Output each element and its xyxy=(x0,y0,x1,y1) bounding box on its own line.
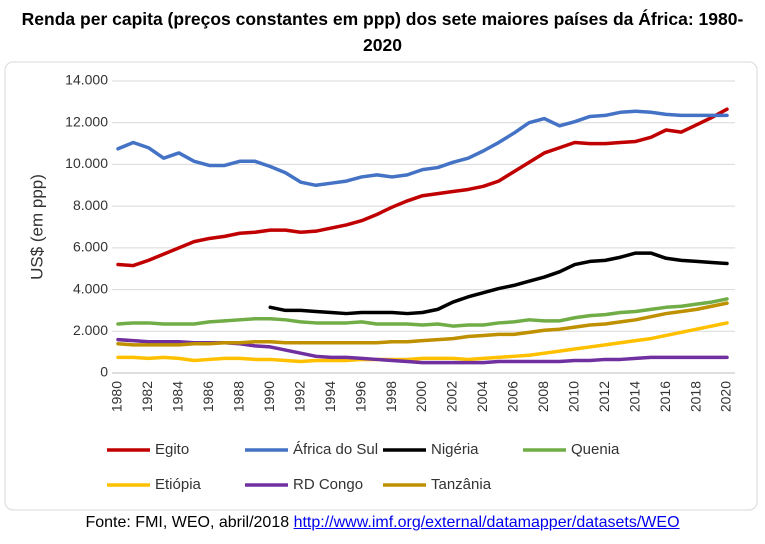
source: Fonte: FMI, WEO, abril/2018 http://www.i… xyxy=(0,514,765,532)
y-tick-label: 2.000 xyxy=(73,322,108,338)
legend-label: Quenia xyxy=(571,441,620,458)
series-line xyxy=(116,109,729,188)
x-tick-label: 2018 xyxy=(687,381,703,412)
legend-label: RD Congo xyxy=(293,476,363,493)
x-tick-label: 1982 xyxy=(139,381,155,412)
legend-label: Egito xyxy=(155,441,189,458)
y-tick-label: 6.000 xyxy=(73,239,108,255)
x-tick-label: 2004 xyxy=(474,381,490,412)
x-tick-label: 2002 xyxy=(444,381,460,412)
chart-frame xyxy=(4,61,758,511)
series-line xyxy=(116,297,729,328)
series-line xyxy=(116,301,729,347)
x-tick-label: 2016 xyxy=(657,381,673,412)
y-tick-label: 14.000 xyxy=(65,72,108,88)
y-axis-label: US$ (em ppp) xyxy=(27,174,46,280)
x-tick-label: 1988 xyxy=(231,381,247,412)
x-tick-label: 2006 xyxy=(505,381,521,412)
y-tick-label: 12.000 xyxy=(65,113,108,129)
x-tick-label: 2020 xyxy=(718,381,734,412)
y-tick-label: 0 xyxy=(100,364,108,380)
source-text: Fonte: FMI, WEO, abril/2018 xyxy=(85,514,290,531)
series-line xyxy=(116,321,729,364)
x-tick-label: 2000 xyxy=(413,381,429,412)
x-tick-label: 2008 xyxy=(535,381,551,412)
x-tick-label: 1984 xyxy=(170,381,186,412)
legend-label: África do Sul xyxy=(293,441,378,458)
x-tick-label: 1996 xyxy=(352,381,368,412)
x-tick-label: 2014 xyxy=(626,381,642,412)
x-tick-label: 1986 xyxy=(200,381,216,412)
y-tick-label: 10.000 xyxy=(65,155,108,171)
x-tick-label: 2010 xyxy=(565,381,581,412)
source-link[interactable]: http://www.imf.org/external/datamapper/d… xyxy=(293,514,680,531)
x-tick-label: 1980 xyxy=(109,381,125,412)
legend-label: Nigéria xyxy=(431,441,479,458)
series-line xyxy=(268,251,729,316)
x-tick-label: 1990 xyxy=(261,381,277,412)
legend-label: Tanzânia xyxy=(431,476,492,493)
chart-title: Renda per capita (preços constantes em p… xyxy=(21,9,744,55)
x-tick-label: 2012 xyxy=(596,381,612,412)
x-tick-label: 1994 xyxy=(322,381,338,412)
y-tick-label: 4.000 xyxy=(73,280,108,296)
x-tick-label: 1992 xyxy=(291,381,307,412)
plot: 0 2.000 4.000 6.000 8.000 10.000 12.000 14.000 1… xyxy=(27,72,735,493)
legend-label: Etiópia xyxy=(155,476,202,493)
series-line xyxy=(116,107,729,268)
y-tick-label: 8.000 xyxy=(73,197,108,213)
x-tick-label: 1998 xyxy=(383,381,399,412)
